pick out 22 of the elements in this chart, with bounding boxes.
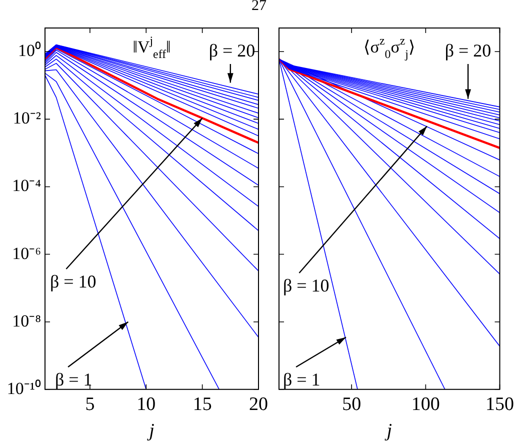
annotation: β = 1 <box>283 370 320 390</box>
y-tick-label: 10⁰ <box>18 41 41 60</box>
x-tick-label: 10 <box>136 394 156 415</box>
text: 27 <box>250 0 268 15</box>
x-tick-label: 100 <box>411 394 440 415</box>
y-tick-label: 10⁻¹⁰ <box>6 378 41 398</box>
x-tick-label: 5 <box>85 394 95 415</box>
y-tick-label: 10⁻² <box>12 108 41 128</box>
x-tick-label: 50 <box>342 394 362 415</box>
x-tick-label: 20 <box>249 394 268 415</box>
annotation: β = 1 <box>55 370 92 390</box>
annotation: β = 10 <box>50 272 96 292</box>
x-axis-title: j <box>384 420 392 442</box>
y-tick-label: 10⁻⁸ <box>12 311 42 330</box>
y-tick-label: 10⁻⁶ <box>12 244 42 263</box>
y-tick-label: 10⁻⁴ <box>12 176 42 196</box>
annotation: β = 20 <box>444 40 492 61</box>
annotation: β = 10 <box>283 276 330 296</box>
x-tick-label: 150 <box>486 394 514 415</box>
x-tick-label: 15 <box>192 394 212 415</box>
annotation: β = 20 <box>208 40 256 61</box>
x-axis-title: j <box>146 420 154 442</box>
